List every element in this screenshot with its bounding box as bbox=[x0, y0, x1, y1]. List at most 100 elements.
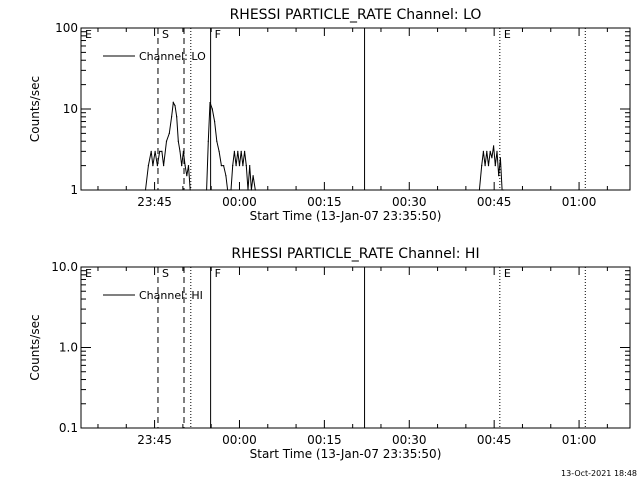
event-marker-label: S bbox=[162, 267, 169, 280]
series-line bbox=[145, 101, 504, 191]
x-axis-label: Start Time (13-Jan-07 23:35:50) bbox=[250, 209, 442, 223]
data-point bbox=[227, 189, 229, 191]
data-point bbox=[211, 108, 213, 110]
data-point bbox=[235, 165, 237, 167]
data-point bbox=[206, 189, 208, 191]
data-point bbox=[179, 150, 181, 152]
data-point bbox=[220, 165, 222, 167]
legend-entry: Channel: HI bbox=[139, 289, 203, 302]
data-point bbox=[254, 189, 256, 191]
hi-channel-panel: RHESSI PARTICLE_RATE Channel: HI 0.1 1.0 10… bbox=[28, 246, 631, 461]
data-point bbox=[230, 189, 232, 191]
data-point bbox=[252, 175, 254, 177]
x-tick-label: 00:15 bbox=[307, 195, 342, 209]
data-point bbox=[249, 165, 251, 167]
x-tick-label: 23:45 bbox=[137, 195, 172, 209]
chart-title: RHESSI PARTICLE_RATE Channel: HI bbox=[231, 246, 479, 262]
x-tick-label: 00:45 bbox=[477, 195, 512, 209]
data-point bbox=[238, 165, 241, 167]
x-axis-label: Start Time (13-Jan-07 23:35:50) bbox=[250, 447, 442, 461]
x-tick-label: 00:15 bbox=[307, 433, 342, 447]
data-point bbox=[165, 140, 168, 142]
data-point bbox=[184, 165, 186, 167]
data-point bbox=[159, 150, 161, 152]
data-point bbox=[225, 175, 227, 177]
data-point bbox=[482, 150, 484, 152]
chart-title: RHESSI PARTICLE_RATE Channel: LO bbox=[230, 7, 482, 23]
event-marker-label: F bbox=[215, 28, 221, 41]
data-point bbox=[177, 140, 179, 142]
event-marker-label: E bbox=[85, 28, 92, 41]
data-point bbox=[161, 150, 163, 152]
data-point bbox=[237, 150, 239, 152]
event-marker-label: F bbox=[215, 267, 221, 280]
data-point bbox=[250, 189, 252, 191]
data-point bbox=[501, 189, 503, 191]
data-point bbox=[171, 116, 173, 118]
data-point bbox=[496, 150, 498, 152]
data-point bbox=[176, 116, 178, 118]
data-point bbox=[214, 120, 216, 123]
y-tick-label: 100 bbox=[55, 21, 78, 35]
data-point bbox=[218, 150, 220, 152]
data-point bbox=[223, 165, 225, 167]
event-marker-label: E bbox=[504, 28, 511, 41]
data-point bbox=[484, 165, 486, 167]
lo-channel-panel: RHESSI PARTICLE_RATE Channel: LO 1 10 100 23… bbox=[28, 7, 631, 223]
y-axis-label: Counts/sec bbox=[28, 76, 42, 142]
x-tick-label: 00:45 bbox=[477, 433, 512, 447]
legend-entry: Channel: LO bbox=[139, 50, 206, 63]
data-point bbox=[493, 145, 495, 147]
data-point bbox=[189, 189, 191, 191]
data-point bbox=[487, 165, 490, 167]
data-point bbox=[154, 150, 156, 152]
x-tick-label: 00:30 bbox=[392, 433, 427, 447]
data-point bbox=[209, 102, 211, 104]
data-point bbox=[244, 150, 246, 152]
data-point bbox=[503, 189, 505, 191]
data-point bbox=[186, 175, 188, 177]
x-tick-label: 01:00 bbox=[562, 195, 597, 209]
y-tick-label: 10 bbox=[63, 102, 78, 116]
data-point bbox=[481, 165, 483, 167]
data-point bbox=[245, 165, 247, 167]
data-point bbox=[172, 102, 174, 104]
y-tick-label: 1.0 bbox=[59, 341, 78, 355]
event-marker-label: E bbox=[504, 267, 511, 280]
y-axis-label: Counts/sec bbox=[28, 314, 42, 380]
data-point bbox=[233, 150, 235, 152]
x-tick-label: 00:00 bbox=[222, 433, 257, 447]
y-tick-label: 0.1 bbox=[59, 421, 78, 435]
data-point bbox=[478, 189, 480, 191]
x-tick-label: 23:45 bbox=[137, 433, 172, 447]
data-point bbox=[240, 150, 242, 152]
data-point bbox=[498, 175, 500, 177]
data-point bbox=[216, 140, 218, 142]
data-point bbox=[150, 150, 152, 152]
data-point bbox=[144, 189, 147, 191]
data-point bbox=[182, 150, 184, 152]
data-point bbox=[232, 165, 234, 167]
data-point bbox=[156, 165, 158, 167]
x-tick-label: 00:30 bbox=[392, 195, 427, 209]
data-point bbox=[168, 132, 170, 134]
x-tick-label: 01:00 bbox=[562, 433, 597, 447]
event-marker-label: S bbox=[162, 28, 169, 41]
y-tick-label: 1 bbox=[70, 183, 78, 197]
data-point bbox=[181, 165, 183, 167]
data-point bbox=[163, 165, 165, 167]
data-point bbox=[152, 165, 154, 167]
data-point bbox=[242, 165, 244, 167]
data-point bbox=[494, 165, 496, 167]
y-tick-label: 10.0 bbox=[51, 260, 78, 274]
data-point bbox=[489, 150, 491, 152]
data-point bbox=[486, 150, 488, 152]
data-point bbox=[499, 157, 501, 159]
data-point bbox=[174, 105, 176, 107]
footer-stamp: 13-Oct-2021 18:48 bbox=[561, 469, 637, 478]
data-point bbox=[491, 157, 493, 159]
data-point bbox=[207, 140, 209, 142]
event-marker-label: E bbox=[85, 267, 92, 280]
data-point bbox=[147, 165, 149, 167]
